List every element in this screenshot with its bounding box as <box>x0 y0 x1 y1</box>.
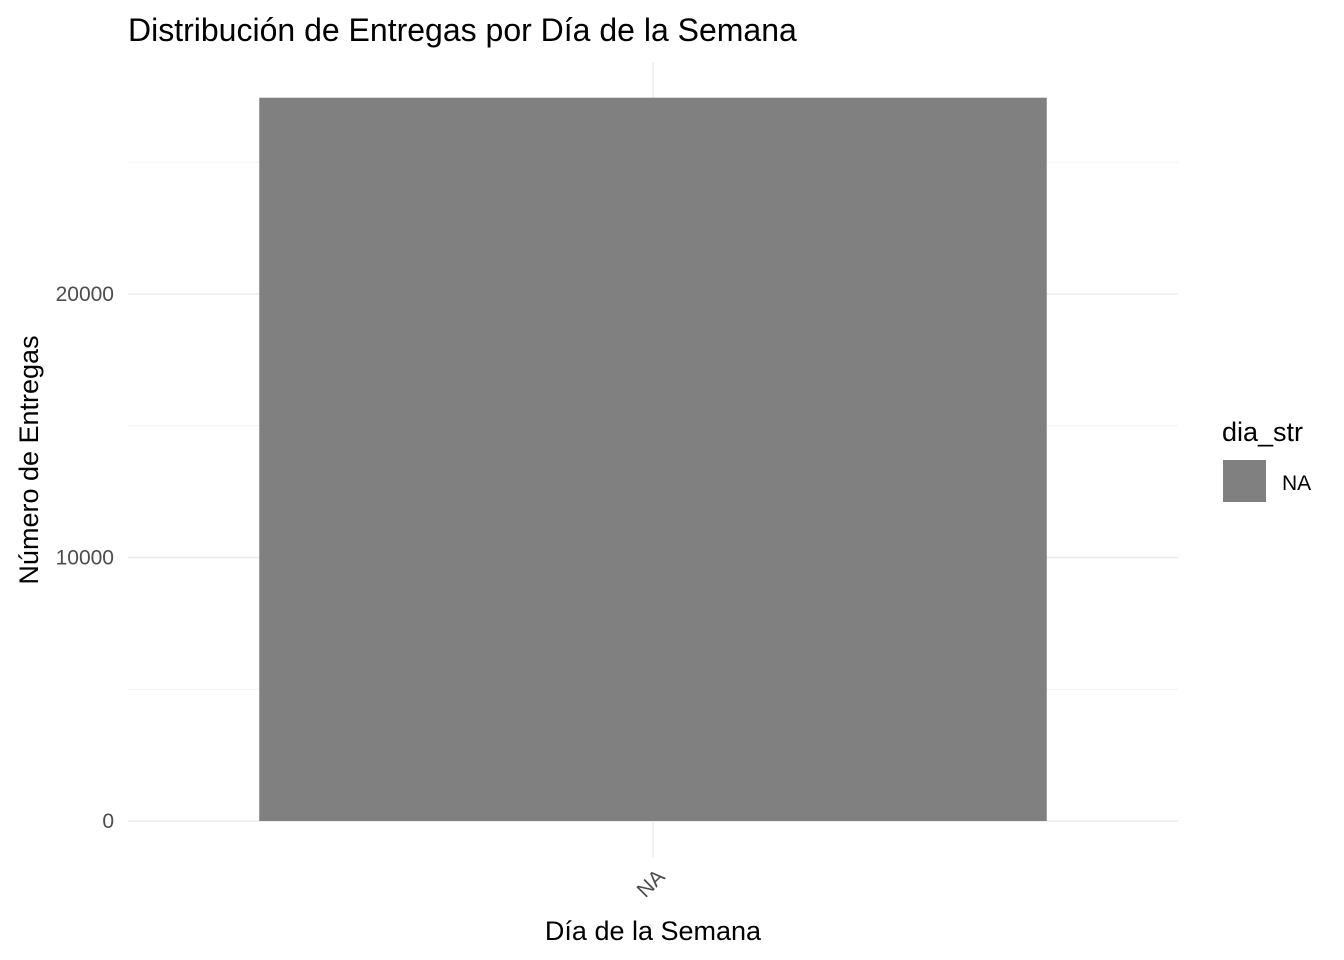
y-tick-label: 10000 <box>56 547 114 570</box>
legend-label: NA <box>1282 472 1311 495</box>
x-tick-label: NA <box>633 865 670 902</box>
y-axis-title: Número de Entregas <box>14 335 44 584</box>
y-tick-label: 0 <box>102 810 114 833</box>
y-axis-ticks: 0 10000 20000 <box>56 283 114 833</box>
chart-title: Distribución de Entregas por Día de la S… <box>128 12 797 48</box>
bars <box>259 97 1047 821</box>
x-axis-title: Día de la Semana <box>545 916 762 946</box>
bar <box>259 97 1047 821</box>
legend: dia_str NA <box>1222 417 1311 502</box>
x-axis-ticks: NA <box>633 865 670 902</box>
y-tick-label: 20000 <box>56 283 114 306</box>
legend-key <box>1223 460 1266 502</box>
legend-title: dia_str <box>1222 417 1303 447</box>
legend-entries: NA <box>1223 460 1311 502</box>
